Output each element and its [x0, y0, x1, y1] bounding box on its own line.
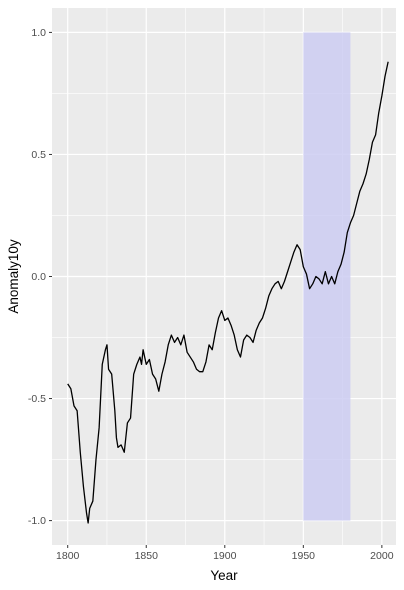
y-tick-label: -1.0	[28, 515, 46, 527]
y-tick-label: -0.5	[28, 393, 46, 405]
y-tick-label: 0.0	[31, 271, 46, 283]
x-axis-title: Year	[210, 568, 238, 583]
y-axis-ticks: -1.0 -0.5 0.0 0.5 1.0	[28, 27, 52, 527]
x-tick-label: 1800	[56, 550, 80, 562]
x-axis-ticks: 1800 1850 1900 1950 2000	[56, 545, 394, 562]
y-tick-label: 1.0	[31, 27, 46, 39]
series-line	[67, 61, 389, 524]
x-tick-label: 1950	[292, 550, 316, 562]
y-axis-title: Anomaly10y	[6, 239, 21, 314]
y-tick-label: 0.5	[31, 149, 46, 161]
x-tick-label: 1850	[135, 550, 159, 562]
x-tick-label: 2000	[370, 550, 394, 562]
x-tick-label: 1900	[213, 550, 237, 562]
